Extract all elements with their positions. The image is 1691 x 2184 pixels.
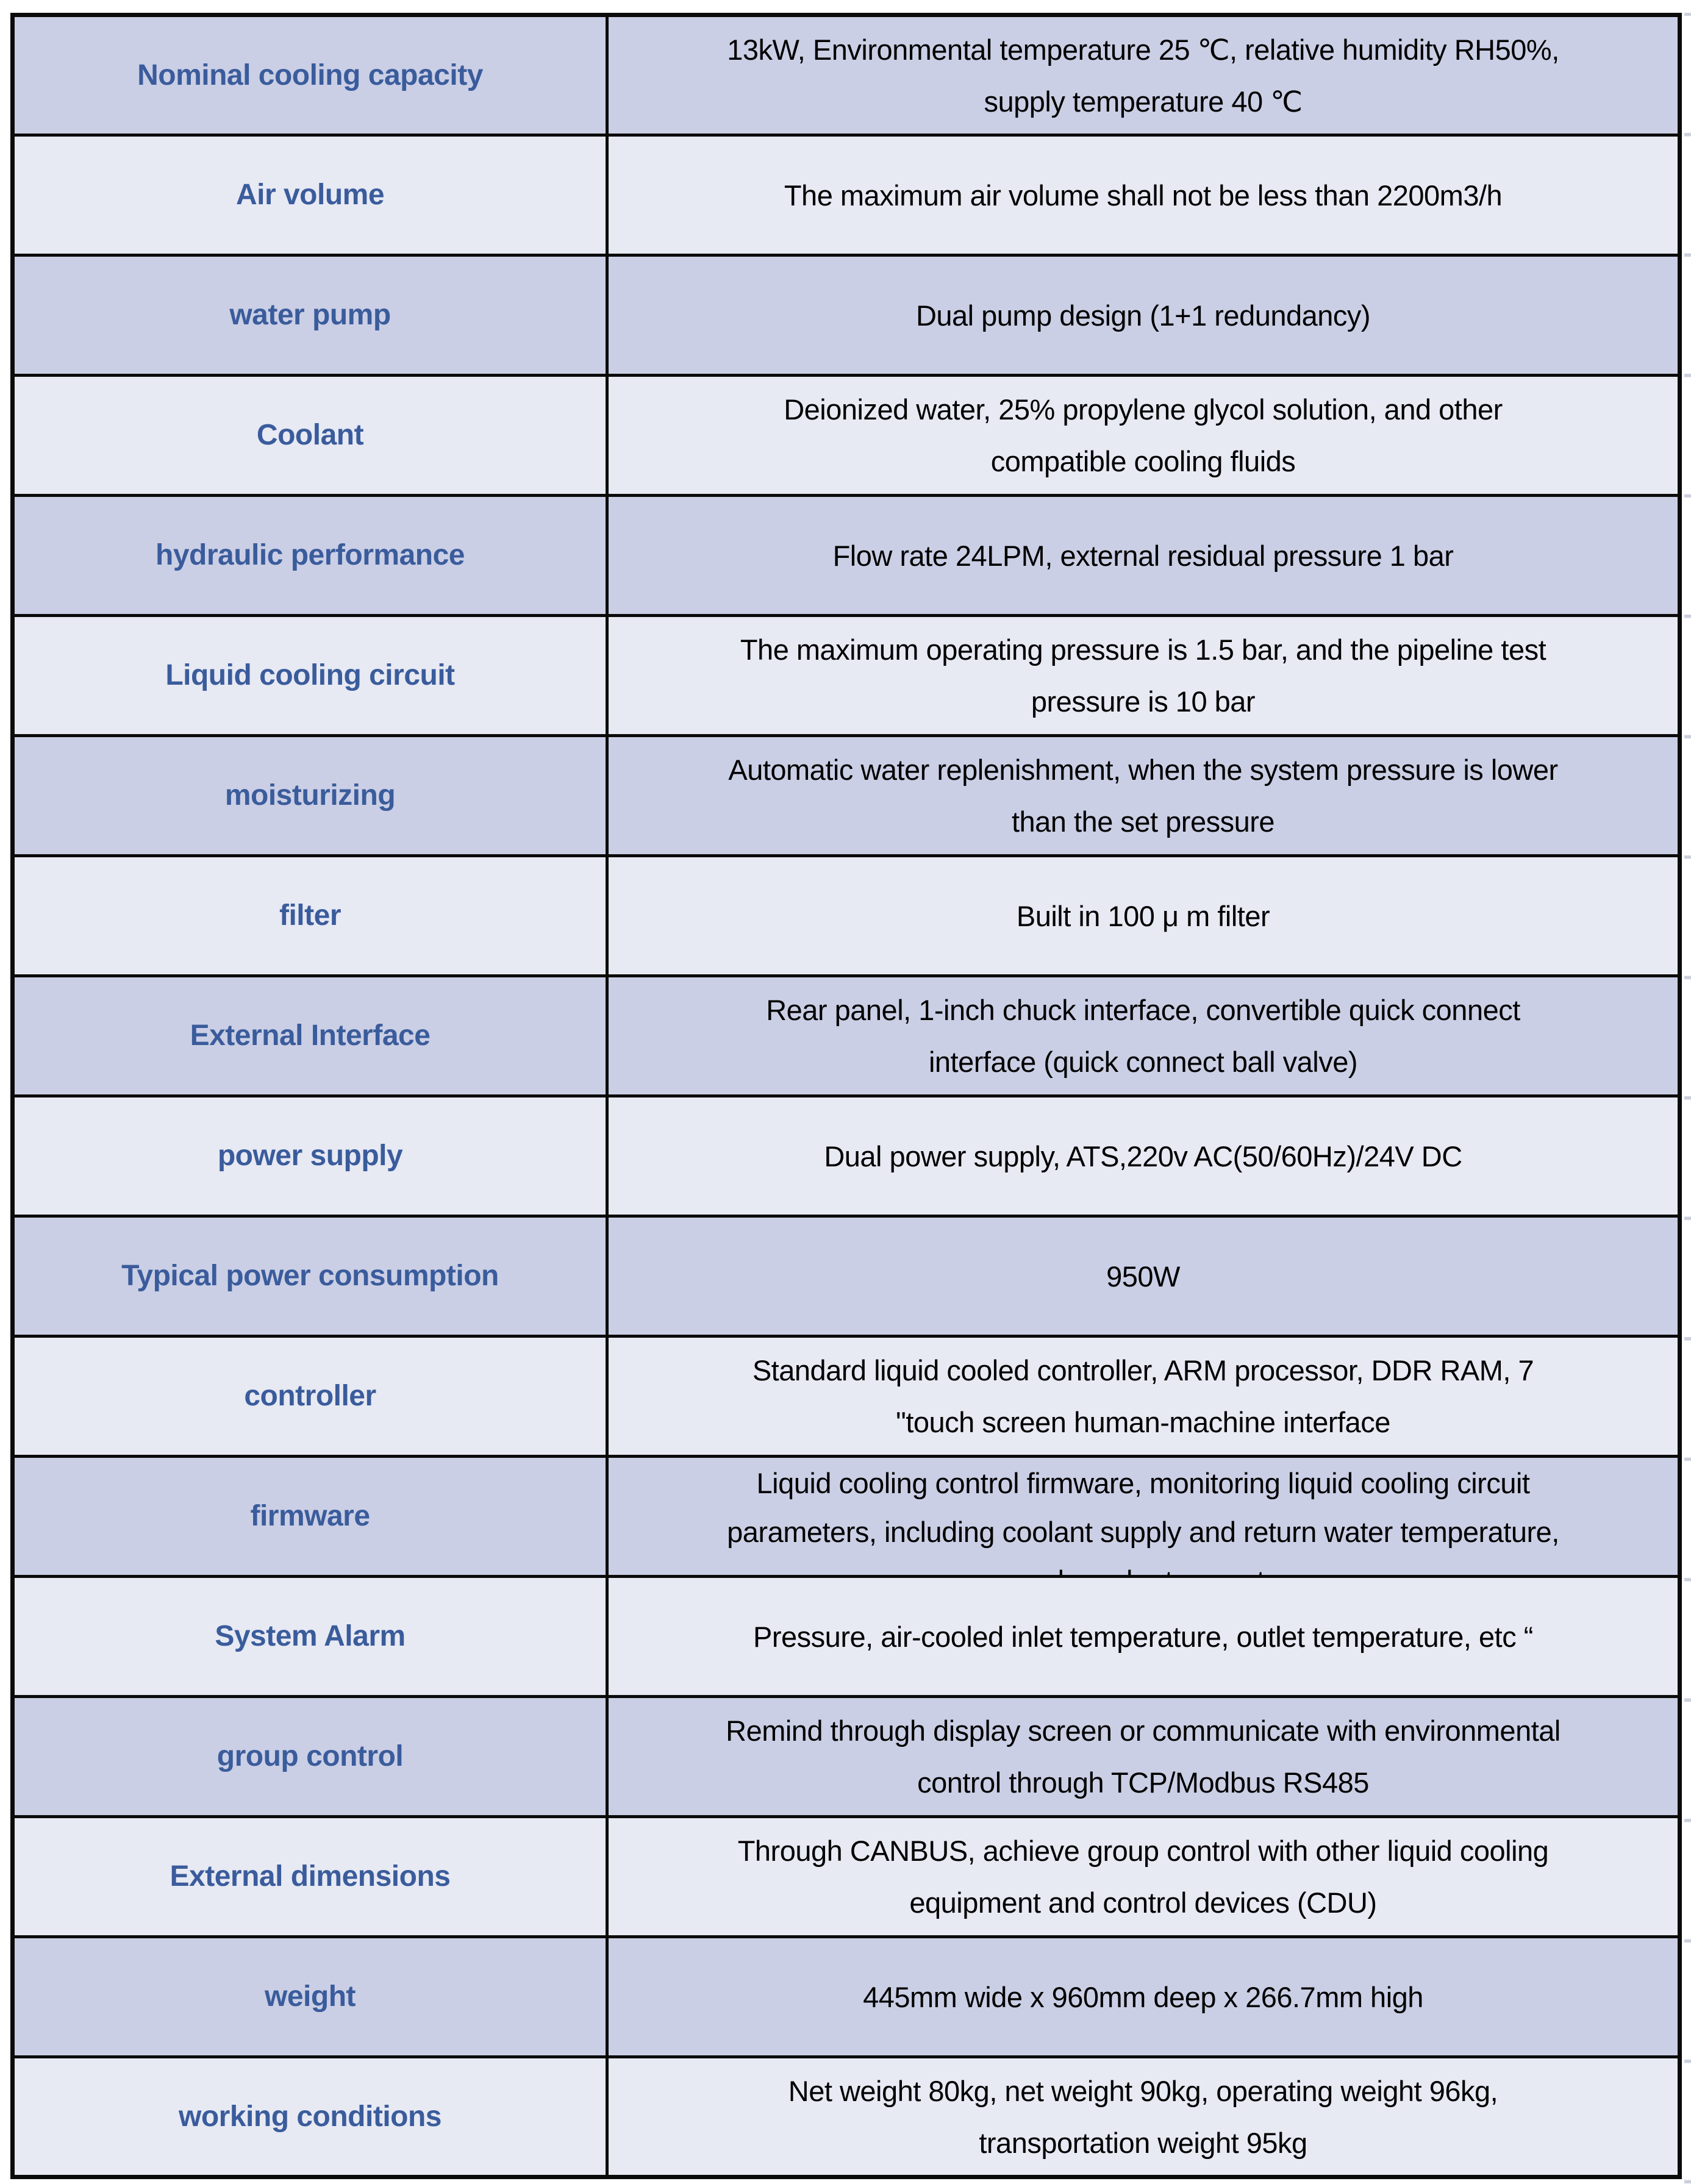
spec-label: External dimensions <box>11 1815 609 1938</box>
spec-label: Nominal cooling capacity <box>11 13 609 137</box>
table-row: hydraulic performance Flow rate 24LPM, e… <box>11 494 1681 617</box>
table-row: External Interface Rear panel, 1-inch ch… <box>11 974 1681 1097</box>
table-row: Coolant Deionized water, 25% propylene g… <box>11 374 1681 497</box>
table-row: water pump Dual pump design (1+1 redunda… <box>11 254 1681 377</box>
spec-value: Built in 100 μ m filter <box>1016 899 1270 932</box>
spec-value: Remind through display screen or communi… <box>726 1715 1561 1799</box>
spec-value-cell: The maximum air volume shall not be less… <box>606 134 1681 257</box>
spec-value: The maximum air volume shall not be less… <box>784 179 1503 212</box>
spec-value-cell: The maximum operating pressure is 1.5 ba… <box>606 614 1681 737</box>
table-row: Air volume The maximum air volume shall … <box>11 134 1681 257</box>
spec-label: controller <box>11 1335 609 1458</box>
spec-value-cell: Liquid cooling control firmware, monitor… <box>606 1455 1681 1578</box>
spec-table: Nominal cooling capacity 13kW, Environme… <box>10 13 1682 2179</box>
spec-label: group control <box>11 1695 609 1818</box>
spec-label: filter <box>11 854 609 977</box>
table-row: working conditions Net weight 80kg, net … <box>11 2055 1681 2179</box>
spec-value: Flow rate 24LPM, external residual press… <box>832 539 1454 572</box>
spec-value-cell: 950W <box>606 1215 1681 1338</box>
table-row: Nominal cooling capacity 13kW, Environme… <box>11 13 1681 137</box>
spec-value: Rear panel, 1-inch chuck interface, conv… <box>766 994 1520 1078</box>
table-row: filter Built in 100 μ m filter <box>11 854 1681 977</box>
spec-value-cell: Flow rate 24LPM, external residual press… <box>606 494 1681 617</box>
spec-value: Deionized water, 25% propylene glycol so… <box>784 393 1503 477</box>
spec-value: Net weight 80kg, net weight 90kg, operat… <box>788 2074 1498 2159</box>
spec-label: weight <box>11 1935 609 2058</box>
spec-value-cell: Pressure, air-cooled inlet temperature, … <box>606 1575 1681 1698</box>
spec-value-cell: Built in 100 μ m filter <box>606 854 1681 977</box>
spec-value-cell: Standard liquid cooled controller, ARM p… <box>606 1335 1681 1458</box>
spec-value: Liquid cooling control firmware, monitor… <box>727 1467 1559 1575</box>
spec-value: Dual pump design (1+1 redundancy) <box>915 299 1371 332</box>
spec-value: 13kW, Environmental temperature 25 ℃, re… <box>727 33 1559 118</box>
spec-label: Coolant <box>11 374 609 497</box>
spec-label: External Interface <box>11 974 609 1097</box>
spec-value: Through CANBUS, achieve group control wi… <box>737 1835 1549 1919</box>
spec-value-cell: Net weight 80kg, net weight 90kg, operat… <box>606 2055 1681 2179</box>
table-row: System Alarm Pressure, air-cooled inlet … <box>11 1575 1681 1698</box>
spec-value-cell: Through CANBUS, achieve group control wi… <box>606 1815 1681 1938</box>
spec-label: power supply <box>11 1094 609 1218</box>
spec-label: Typical power consumption <box>11 1215 609 1338</box>
spec-value: Standard liquid cooled controller, ARM p… <box>752 1354 1534 1438</box>
spec-value-cell: Dual pump design (1+1 redundancy) <box>606 254 1681 377</box>
table-row: Typical power consumption 950W <box>11 1215 1681 1338</box>
spec-label: water pump <box>11 254 609 377</box>
spec-value-cell: Automatic water replenishment, when the … <box>606 734 1681 857</box>
spec-value-cell: Dual power supply, ATS,220v AC(50/60Hz)/… <box>606 1094 1681 1218</box>
spec-value-cell: Rear panel, 1-inch chuck interface, conv… <box>606 974 1681 1097</box>
spec-value: 445mm wide x 960mm deep x 266.7mm high <box>863 1980 1423 2013</box>
spec-label: moisturizing <box>11 734 609 857</box>
spec-value: The maximum operating pressure is 1.5 ba… <box>740 633 1546 718</box>
spec-value: Automatic water replenishment, when the … <box>728 754 1558 838</box>
right-gutter <box>1684 13 1691 2184</box>
table-row: External dimensions Through CANBUS, achi… <box>11 1815 1681 1938</box>
table-row: power supply Dual power supply, ATS,220v… <box>11 1094 1681 1218</box>
spec-label: hydraulic performance <box>11 494 609 617</box>
spec-value-cell: Deionized water, 25% propylene glycol so… <box>606 374 1681 497</box>
spec-label: Liquid cooling circuit <box>11 614 609 737</box>
spec-value-cell: 13kW, Environmental temperature 25 ℃, re… <box>606 13 1681 137</box>
table-row: Liquid cooling circuit The maximum opera… <box>11 614 1681 737</box>
spec-value: Dual power supply, ATS,220v AC(50/60Hz)/… <box>824 1140 1462 1172</box>
spec-value: 950W <box>1106 1260 1180 1293</box>
spec-label: working conditions <box>11 2055 609 2179</box>
spec-label: System Alarm <box>11 1575 609 1698</box>
table-row: group control Remind through display scr… <box>11 1695 1681 1818</box>
spec-value-cell: 445mm wide x 960mm deep x 266.7mm high <box>606 1935 1681 2058</box>
table-row: weight 445mm wide x 960mm deep x 266.7mm… <box>11 1935 1681 2058</box>
spec-label: firmware <box>11 1455 609 1578</box>
table-row: moisturizing Automatic water replenishme… <box>11 734 1681 857</box>
spec-value: Pressure, air-cooled inlet temperature, … <box>753 1620 1533 1653</box>
spec-label: Air volume <box>11 134 609 257</box>
table-row: controller Standard liquid cooled contro… <box>11 1335 1681 1458</box>
spec-value-cell: Remind through display screen or communi… <box>606 1695 1681 1818</box>
table-row: firmware Liquid cooling control firmware… <box>11 1455 1681 1578</box>
